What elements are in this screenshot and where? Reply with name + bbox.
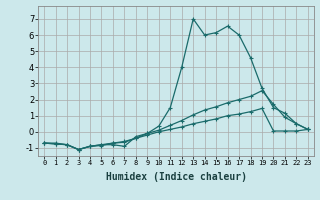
X-axis label: Humidex (Indice chaleur): Humidex (Indice chaleur) — [106, 172, 246, 182]
